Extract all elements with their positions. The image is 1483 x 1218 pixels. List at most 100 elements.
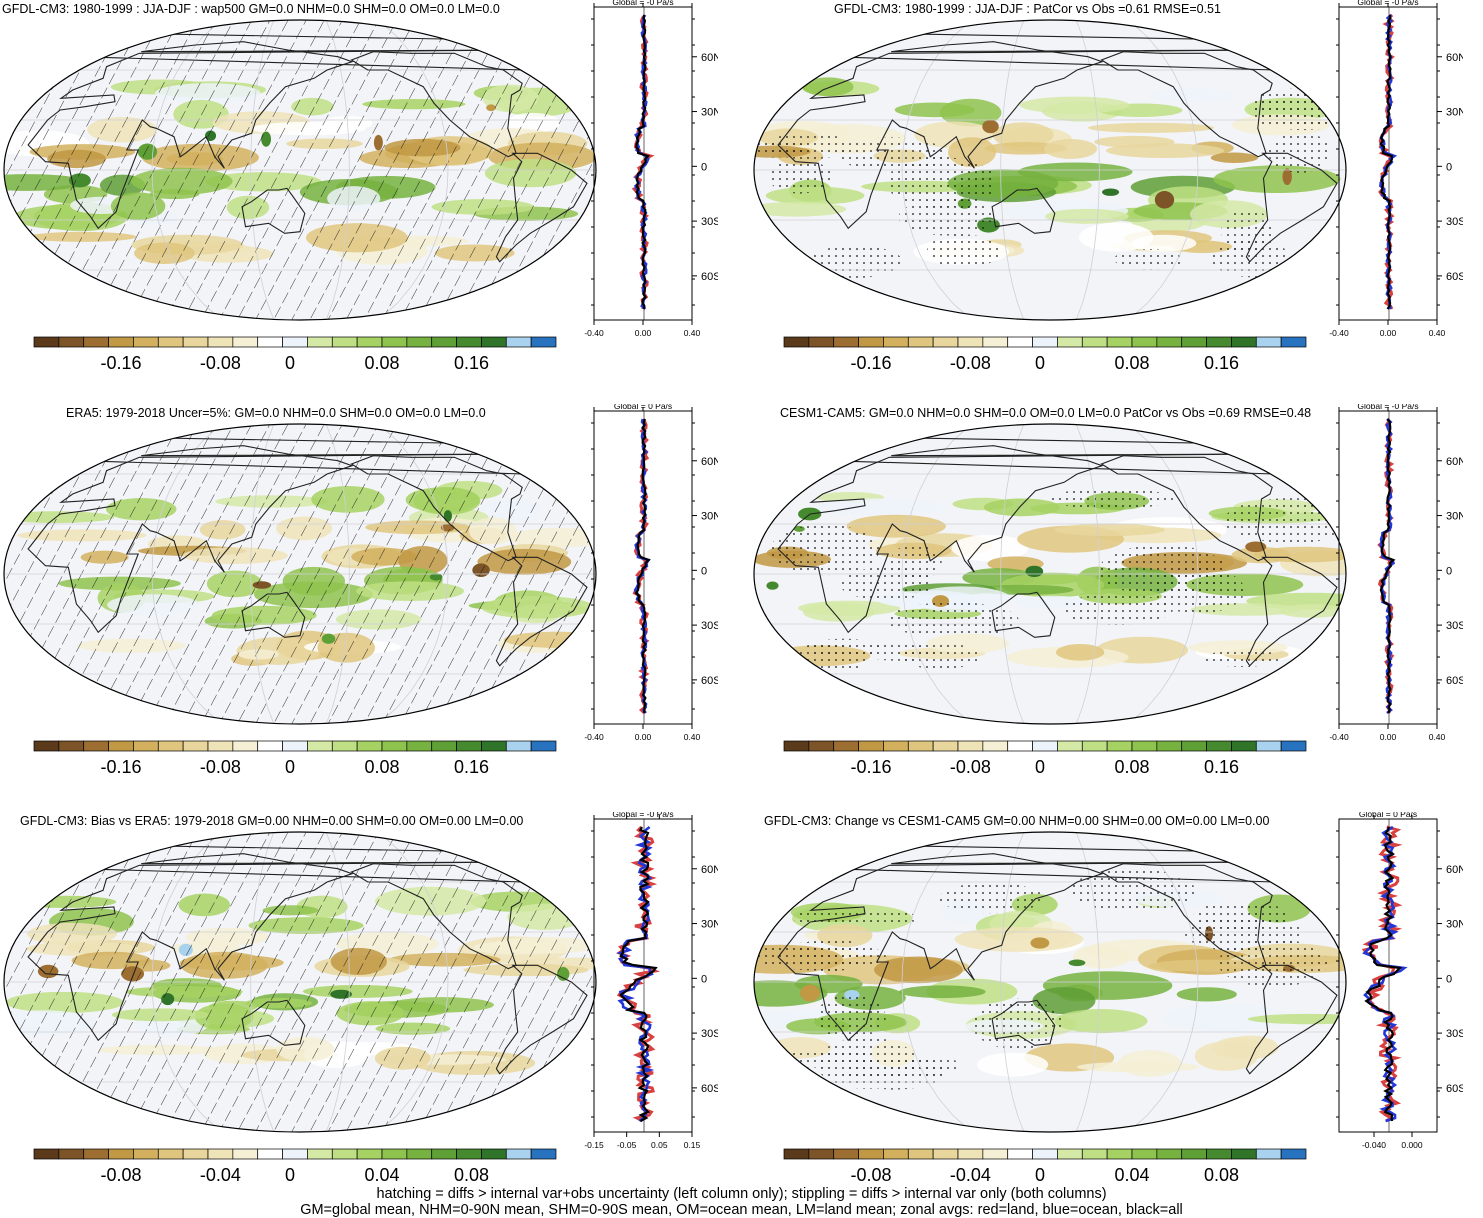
x-tick-label: 0.05 bbox=[651, 1140, 668, 1150]
lat-tick-label: 0 bbox=[701, 973, 707, 985]
coastline bbox=[495, 152, 588, 263]
colorbar-label: -0.16 bbox=[100, 757, 141, 777]
colorbar-label: 0.16 bbox=[1204, 757, 1239, 777]
panel-title: GFDL-CM3: 1980-1999 : JJA-DJF : PatCor v… bbox=[834, 2, 1221, 16]
colorbar-swatch bbox=[58, 740, 85, 752]
lat-tick-label: 60N bbox=[1446, 52, 1463, 64]
map bbox=[3, 831, 597, 1133]
colorbar-swatch bbox=[530, 1148, 557, 1160]
colorbar-label: 0.16 bbox=[1204, 353, 1239, 373]
x-tick-label: 0.40 bbox=[1429, 732, 1446, 742]
panel-title: ERA5: 1979-2018 Uncer=5%: GM=0.0 NHM=0.0… bbox=[66, 406, 486, 420]
colorbar-swatch bbox=[858, 1148, 884, 1160]
colorbar-swatch bbox=[505, 740, 532, 752]
colorbar-swatch bbox=[1156, 1148, 1183, 1160]
colorbar-swatch bbox=[356, 1148, 383, 1160]
colorbar-swatch bbox=[1106, 1148, 1133, 1160]
panel-title: GFDL-CM3: Bias vs ERA5: 1979-2018 GM=0.0… bbox=[20, 814, 524, 828]
stippling bbox=[1204, 649, 1282, 668]
colorbar-swatch bbox=[257, 336, 283, 348]
zonal-frame bbox=[593, 818, 693, 1133]
stippling bbox=[972, 998, 1062, 1050]
longitude-line bbox=[1000, 424, 1025, 724]
colorbar-swatch bbox=[1181, 1148, 1207, 1160]
colorbar-swatch bbox=[307, 1148, 333, 1160]
colorbar-swatch bbox=[207, 740, 234, 752]
colorbar-swatch bbox=[1057, 740, 1083, 752]
longitude-line bbox=[378, 424, 449, 724]
colorbar-swatch bbox=[356, 740, 383, 752]
field-patch bbox=[1194, 1041, 1258, 1071]
colorbar-swatch bbox=[58, 336, 85, 348]
field-patch bbox=[1278, 604, 1346, 618]
colorbar-swatch bbox=[530, 336, 557, 348]
colorbar-swatch bbox=[1280, 740, 1307, 752]
colorbar-swatch bbox=[858, 740, 884, 752]
lat-tick-label: 0 bbox=[701, 161, 707, 173]
coastline bbox=[777, 853, 1268, 1042]
colorbar-label: -0.08 bbox=[200, 757, 241, 777]
field-patch bbox=[1213, 165, 1341, 194]
lat-tick-label: 0 bbox=[1446, 161, 1452, 173]
colorbar-swatch bbox=[932, 1148, 959, 1160]
colorbar-swatch bbox=[1007, 1148, 1033, 1160]
coastline bbox=[991, 999, 1056, 1046]
graticule bbox=[4, 832, 596, 1132]
colorbar-swatch bbox=[33, 1148, 60, 1160]
colorbar-swatch bbox=[108, 740, 134, 752]
zonal-curve bbox=[618, 826, 658, 1122]
zonal-curve bbox=[1362, 825, 1408, 1123]
field-patch bbox=[1056, 644, 1105, 661]
longitude-line bbox=[1075, 832, 1100, 1132]
colorbar: -0.08 -0.04 0 0.04 0.08 bbox=[33, 1148, 557, 1185]
field-patch bbox=[1054, 523, 1165, 537]
coastline bbox=[27, 853, 518, 1042]
colorbar-swatch bbox=[932, 336, 959, 348]
colorbar-swatch bbox=[1231, 336, 1257, 348]
coastline bbox=[241, 187, 306, 234]
zonal-title: Global = 0 Pa/s bbox=[1359, 812, 1417, 819]
stippling bbox=[1268, 132, 1332, 173]
stippling bbox=[1152, 567, 1245, 614]
graticule bbox=[754, 20, 1346, 320]
colorbar-swatch bbox=[133, 1148, 159, 1160]
map-border bbox=[753, 423, 1347, 725]
colorbar-label: 0.08 bbox=[364, 757, 399, 777]
colorbar-swatch bbox=[833, 1148, 859, 1160]
zonal-title: Global = -0 Pa/s bbox=[612, 812, 673, 819]
colorbar-swatch bbox=[406, 336, 433, 348]
colorbar: -0.16 -0.08 0 0.08 0.16 bbox=[33, 336, 557, 373]
colorbar-swatch bbox=[157, 740, 184, 752]
coastline bbox=[350, 455, 523, 562]
lat-tick-label: 30N bbox=[701, 511, 718, 523]
longitude-line bbox=[1128, 20, 1199, 320]
panel-1: GFDL-CM3: 1980-1999 : JJA-DJF : wap500 G… bbox=[0, 0, 741, 405]
field-patch bbox=[754, 980, 828, 1007]
colorbar-swatch bbox=[133, 740, 159, 752]
field-patch bbox=[1245, 541, 1267, 553]
coastline bbox=[777, 41, 1268, 230]
colorbar: -0.16 -0.08 0 0.08 0.16 bbox=[783, 336, 1307, 373]
stippling bbox=[770, 524, 880, 576]
colorbar-swatch bbox=[1057, 336, 1083, 348]
lat-tick-label: 30N bbox=[1446, 919, 1463, 931]
colorbar: -0.16 -0.08 0 0.08 0.16 bbox=[783, 740, 1307, 777]
longitude-line bbox=[325, 832, 350, 1132]
colorbar-swatch bbox=[431, 336, 457, 348]
coastline bbox=[1245, 152, 1338, 263]
colorbar-swatch bbox=[783, 1148, 810, 1160]
field-patch bbox=[1054, 1009, 1148, 1034]
colorbar-swatch bbox=[182, 336, 209, 348]
colorbar-label: 0 bbox=[1035, 1165, 1045, 1185]
colorbar-swatch bbox=[406, 740, 433, 752]
lat-tick-label: 30S bbox=[1446, 216, 1463, 228]
panel-5: GFDL-CM3: Bias vs ERA5: 1979-2018 GM=0.0… bbox=[0, 812, 741, 1217]
field-patch bbox=[1231, 547, 1292, 564]
colorbar-swatch bbox=[1007, 740, 1033, 752]
graticule bbox=[754, 832, 1346, 1132]
field-patch bbox=[983, 498, 1060, 517]
colorbar-swatch bbox=[783, 336, 810, 348]
colorbar-label: 0.08 bbox=[454, 1165, 489, 1185]
colorbar-swatch bbox=[982, 740, 1009, 752]
